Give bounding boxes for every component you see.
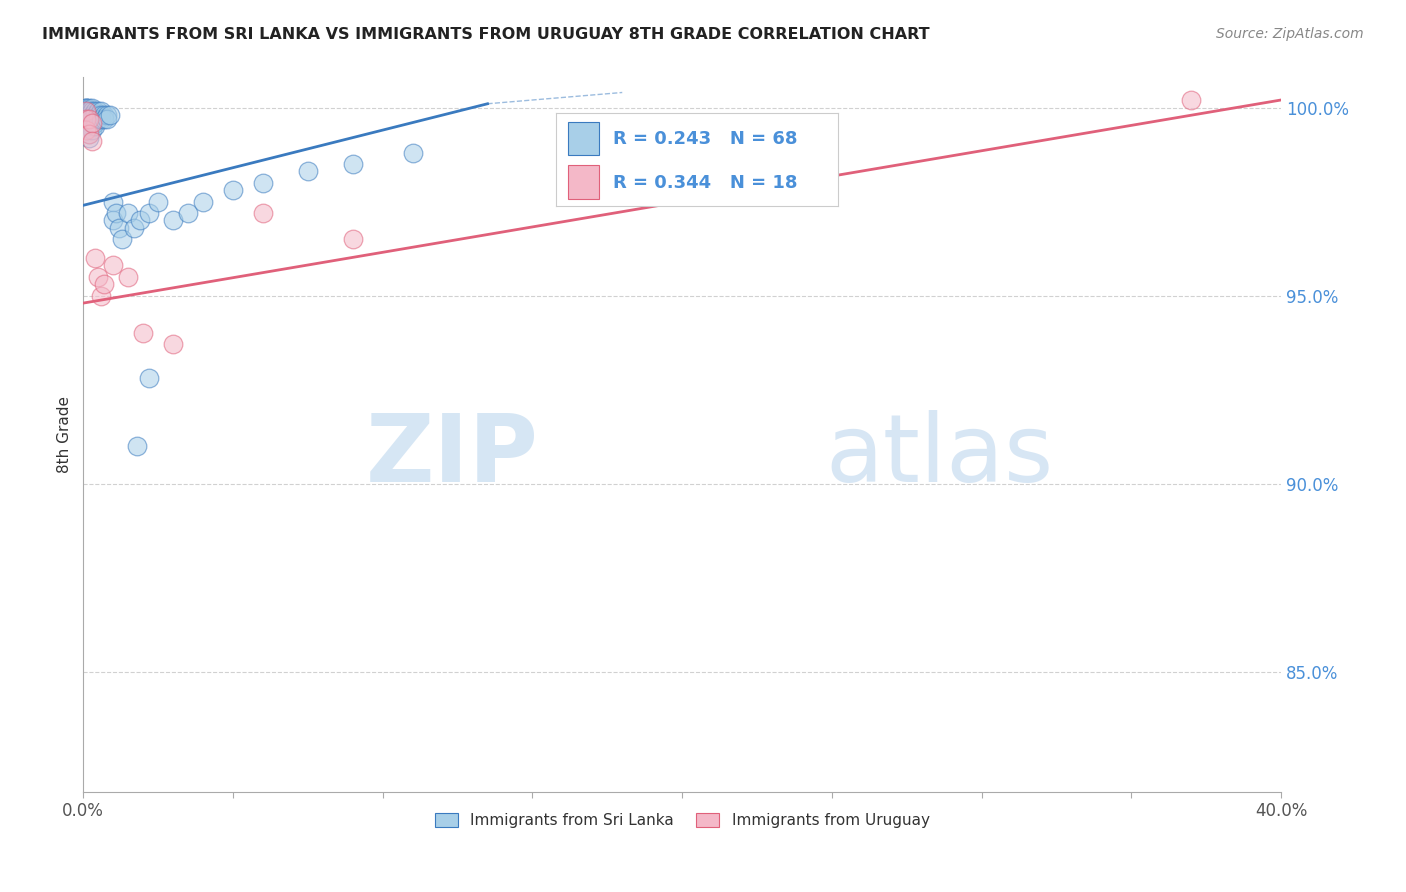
- Point: [191, 194, 214, 209]
- Point: [82, 104, 104, 119]
- Point: [84, 108, 107, 122]
- Point: [82, 112, 104, 126]
- Point: [75, 115, 97, 129]
- Point: [84, 112, 107, 126]
- Point: [82, 120, 104, 134]
- Point: [138, 206, 160, 220]
- Point: [87, 104, 110, 119]
- Point: [77, 130, 100, 145]
- Point: [77, 115, 100, 129]
- Point: [138, 371, 160, 385]
- Point: [77, 108, 100, 122]
- Text: ZIP: ZIP: [366, 410, 538, 502]
- Point: [252, 206, 274, 220]
- Point: [75, 108, 97, 122]
- Point: [96, 108, 118, 122]
- Point: [75, 112, 97, 126]
- Point: [82, 123, 104, 137]
- Point: [90, 104, 112, 119]
- Point: [162, 337, 184, 351]
- Point: [77, 112, 100, 126]
- Point: [103, 259, 125, 273]
- Point: [77, 127, 100, 141]
- Point: [84, 104, 107, 119]
- Point: [146, 194, 169, 209]
- Point: [82, 112, 104, 126]
- Point: [82, 108, 104, 122]
- Point: [401, 145, 423, 160]
- Point: [1180, 93, 1202, 107]
- Point: [162, 213, 184, 227]
- Point: [98, 108, 121, 122]
- Point: [75, 101, 97, 115]
- Point: [96, 112, 118, 126]
- Point: [105, 206, 128, 220]
- Point: [108, 220, 131, 235]
- Y-axis label: 8th Grade: 8th Grade: [58, 396, 72, 473]
- Point: [75, 112, 97, 126]
- Point: [77, 112, 100, 126]
- Point: [90, 108, 112, 122]
- Point: [84, 120, 107, 134]
- Point: [252, 176, 274, 190]
- Point: [75, 104, 97, 119]
- Point: [75, 101, 97, 115]
- Point: [84, 115, 107, 129]
- Point: [77, 104, 100, 119]
- Point: [342, 232, 364, 246]
- Point: [87, 108, 110, 122]
- Point: [75, 104, 97, 119]
- Point: [75, 123, 97, 137]
- Legend: Immigrants from Sri Lanka, Immigrants from Uruguay: Immigrants from Sri Lanka, Immigrants fr…: [429, 807, 936, 834]
- Point: [129, 213, 152, 227]
- Point: [93, 112, 115, 126]
- Point: [117, 206, 139, 220]
- Text: Source: ZipAtlas.com: Source: ZipAtlas.com: [1216, 27, 1364, 41]
- Point: [111, 232, 134, 246]
- Point: [77, 104, 100, 119]
- Point: [84, 251, 107, 265]
- Point: [87, 112, 110, 126]
- Point: [75, 123, 97, 137]
- Point: [75, 112, 97, 126]
- Point: [127, 439, 149, 453]
- Point: [93, 108, 115, 122]
- Point: [77, 108, 100, 122]
- Point: [75, 115, 97, 129]
- Point: [77, 120, 100, 134]
- Point: [75, 101, 97, 115]
- Point: [103, 213, 125, 227]
- Point: [103, 194, 125, 209]
- Point: [82, 115, 104, 129]
- Point: [77, 127, 100, 141]
- Point: [75, 104, 97, 119]
- Point: [122, 220, 145, 235]
- Point: [117, 269, 139, 284]
- Point: [77, 112, 100, 126]
- Point: [75, 104, 97, 119]
- Point: [77, 101, 100, 115]
- Point: [93, 277, 115, 292]
- Point: [75, 108, 97, 122]
- Point: [90, 112, 112, 126]
- Point: [177, 206, 200, 220]
- Point: [222, 183, 245, 197]
- Point: [82, 115, 104, 129]
- Point: [87, 269, 110, 284]
- Point: [82, 101, 104, 115]
- Point: [90, 288, 112, 302]
- Point: [82, 134, 104, 148]
- Point: [297, 164, 319, 178]
- Point: [77, 123, 100, 137]
- Text: IMMIGRANTS FROM SRI LANKA VS IMMIGRANTS FROM URUGUAY 8TH GRADE CORRELATION CHART: IMMIGRANTS FROM SRI LANKA VS IMMIGRANTS …: [42, 27, 929, 42]
- Point: [132, 326, 155, 341]
- Text: atlas: atlas: [825, 410, 1054, 502]
- Point: [342, 157, 364, 171]
- Point: [75, 120, 97, 134]
